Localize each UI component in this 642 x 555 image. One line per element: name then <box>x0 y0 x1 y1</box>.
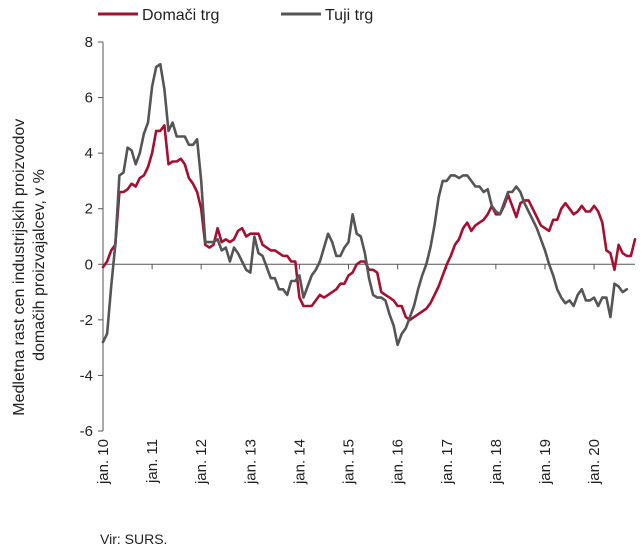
y-tick-label: 4 <box>85 145 93 162</box>
y-tick-label: -4 <box>80 367 93 384</box>
x-tick-label: jan. 10 <box>95 439 112 485</box>
y-axis-ticks: -6 -4 -2 0 2 4 6 8 <box>80 34 103 440</box>
y-axis-title: Medletna rast cen industrijskih proizvod… <box>11 114 48 415</box>
x-axis-ticks: jan. 10 jan. 11 jan. 12 jan. 13 jan. 14 jan. … <box>95 264 603 485</box>
x-tick-label: jan. 20 <box>586 439 603 485</box>
y-tick-label: 8 <box>85 34 93 51</box>
legend-label-tuji-trg: Tuji trg <box>325 7 373 24</box>
legend-label-domaci-trg: Domači trg <box>142 7 219 24</box>
x-tick-label: jan. 14 <box>291 439 308 485</box>
y-tick-label: -6 <box>80 423 93 440</box>
y-tick-label: 6 <box>85 90 93 107</box>
x-tick-label: jan. 15 <box>341 439 358 485</box>
x-tick-label: jan. 16 <box>390 439 407 485</box>
series-line-tuji-trg <box>101 62 629 347</box>
x-tick-label: jan. 11 <box>144 439 161 484</box>
y-axis-title-line-1: Medletna rast cen industrijskih proizvod… <box>11 119 28 416</box>
series-line-domaci-trg <box>101 124 637 322</box>
x-tick-label: jan. 13 <box>242 439 259 485</box>
source-note: Vir: SURS. <box>100 531 167 547</box>
x-tick-label: jan. 18 <box>488 439 505 485</box>
x-tick-label: jan. 19 <box>537 439 554 485</box>
axes <box>102 42 635 431</box>
y-tick-label: 2 <box>85 201 93 218</box>
y-tick-label: 0 <box>85 256 93 273</box>
series-lines <box>101 62 637 347</box>
x-tick-label: jan. 12 <box>193 439 210 485</box>
x-tick-label: jan. 17 <box>439 439 456 485</box>
y-axis-title-line-2: domačih proizvajalcev, v % <box>31 169 48 361</box>
legend: Domači trg Tuji trg <box>98 7 373 24</box>
y-tick-label: -2 <box>80 312 93 329</box>
